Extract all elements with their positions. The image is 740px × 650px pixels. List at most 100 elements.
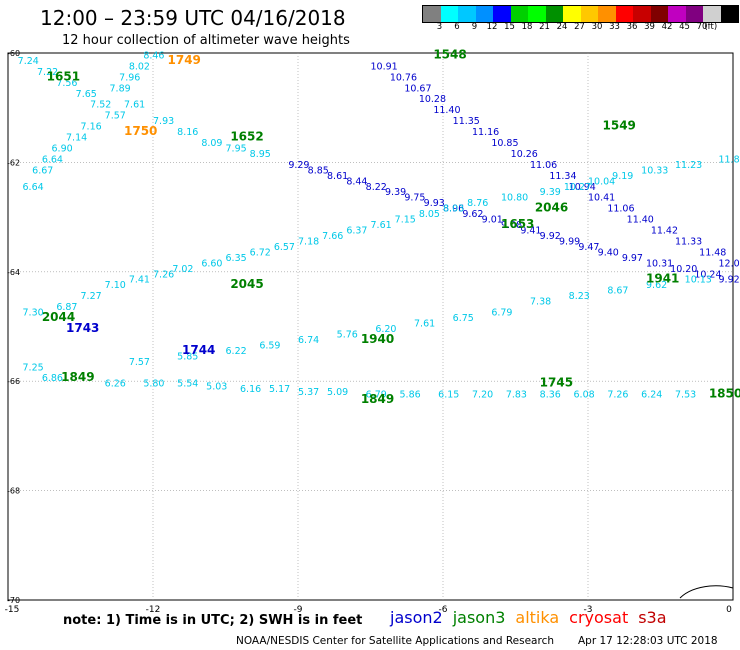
wave-height-value: 10.67 <box>404 83 431 94</box>
wave-height-value: 7.10 <box>105 280 126 291</box>
color-bin-swatch <box>633 6 651 22</box>
wave-height-value: 6.60 <box>201 258 222 269</box>
color-bin-swatch <box>423 6 441 22</box>
wave-height-value: 6.87 <box>56 302 77 313</box>
wave-height-value: 11.06 <box>607 204 634 215</box>
wave-height-value: 8.44 <box>346 176 367 187</box>
color-bin-swatch <box>528 6 546 22</box>
wave-height-value: 7.38 <box>530 297 551 308</box>
wave-height-value: 9.40 <box>598 247 619 258</box>
color-bin-label: 12 <box>486 22 498 32</box>
wave-height-value: 10.91 <box>371 61 398 72</box>
wave-height-value: 6.22 <box>226 346 247 357</box>
color-bin-label: 42 <box>661 22 673 32</box>
wave-height-value: 9.93 <box>424 198 445 209</box>
credit-text: NOAA/NESDIS Center for Satellite Applica… <box>236 635 554 647</box>
y-tick-label: -66 <box>7 377 20 386</box>
wave-height-value: 8.85 <box>308 165 329 176</box>
wave-height-value: 7.24 <box>18 56 39 67</box>
pass-time-label: 1548 <box>433 47 466 61</box>
wave-height-value: 11.82 <box>719 154 740 165</box>
wave-height-value: 5.37 <box>298 387 319 398</box>
pass-time-label: 1743 <box>66 321 99 335</box>
color-bin-swatch <box>493 6 511 22</box>
wave-height-value: 6.74 <box>298 335 319 346</box>
wave-height-value: 10.85 <box>491 138 518 149</box>
wave-height-value: 9.01 <box>482 215 503 226</box>
wave-height-value: 9.99 <box>559 236 580 247</box>
wave-height-value: 8.02 <box>129 61 150 72</box>
wave-height-value: 7.26 <box>607 390 628 401</box>
wave-height-value: 6.26 <box>105 379 126 390</box>
color-bin-label: 18 <box>521 22 533 32</box>
x-tick-label: -3 <box>584 605 593 615</box>
wave-height-value: 6.35 <box>226 253 247 264</box>
wave-height-value: 9.92 <box>719 275 740 286</box>
wave-height-value: 10.33 <box>641 165 668 176</box>
satellite-legend: jason2 jason3 altika cryosat s3a <box>390 608 677 627</box>
pass-time-label: 1749 <box>168 53 201 67</box>
color-bin-swatch <box>545 6 563 22</box>
wave-height-value: 8.46 <box>143 50 164 61</box>
wave-height-value: 9.29 <box>288 160 309 171</box>
wave-height-value: 6.72 <box>250 247 271 258</box>
wave-height-value: 10.94 <box>569 182 596 193</box>
wave-height-value: 7.83 <box>506 390 527 401</box>
color-bin-swatch <box>440 6 458 22</box>
wave-height-value: 11.23 <box>675 160 702 171</box>
color-bin-label: 70 <box>696 22 708 32</box>
wave-height-value: 10.80 <box>501 193 528 204</box>
color-scale-unit: (ft) <box>704 22 718 32</box>
wave-height-value: 9.62 <box>646 280 667 291</box>
wave-height-value: 7.96 <box>119 72 140 83</box>
wave-height-value: 6.59 <box>259 340 280 351</box>
pass-time-label: 1850 <box>709 387 740 401</box>
wave-height-value: 6.64 <box>42 154 63 165</box>
color-bin-swatch <box>563 6 581 22</box>
wave-height-value: 11.16 <box>472 127 499 138</box>
y-tick-label: -60 <box>7 49 20 58</box>
wave-height-value: 7.25 <box>23 362 44 373</box>
wave-height-value: 5.54 <box>177 379 198 390</box>
wave-height-value: 10.13 <box>685 275 712 286</box>
pass-time-label: 1653 <box>501 217 534 231</box>
x-tick-label: -6 <box>439 605 448 615</box>
wave-height-value: 7.93 <box>153 116 174 127</box>
color-scale-bar <box>422 5 739 23</box>
plot-frame <box>7 52 734 601</box>
wave-height-value: 6.64 <box>23 182 44 193</box>
satellite-legend-item: jason3 <box>452 608 506 627</box>
wave-height-value: 10.31 <box>646 258 673 269</box>
wave-height-value: 6.79 <box>491 308 512 319</box>
wave-height-value: 5.80 <box>143 379 164 390</box>
color-bin-label: 24 <box>556 22 568 32</box>
wave-height-value: 11.35 <box>453 116 480 127</box>
wave-height-value: 6.24 <box>641 390 662 401</box>
x-tick-label: -12 <box>146 605 161 615</box>
pass-time-label: 1941 <box>646 272 679 286</box>
wave-height-value: 6.75 <box>453 313 474 324</box>
pass-time-label: 1849 <box>361 392 394 406</box>
wave-height-value: 11.34 <box>549 171 576 182</box>
wave-height-value: 8.61 <box>327 171 348 182</box>
wave-height-value: 8.67 <box>607 286 628 297</box>
color-bin-label: 3 <box>436 22 443 32</box>
wave-height-value: 6.90 <box>52 143 73 154</box>
pass-time-label: 1849 <box>61 370 94 384</box>
color-bin-label: 9 <box>471 22 478 32</box>
color-bin-swatch <box>685 6 703 22</box>
pass-time-label: 1652 <box>230 130 263 144</box>
color-bin-swatch <box>650 6 668 22</box>
wave-height-value: 8.05 <box>419 209 440 220</box>
color-bin-label: 36 <box>626 22 638 32</box>
wave-height-value: 10.28 <box>419 94 446 105</box>
wave-height-value: 5.86 <box>400 390 421 401</box>
wave-height-value: 11.33 <box>675 236 702 247</box>
wave-height-value: 9.92 <box>540 231 561 242</box>
wave-height-value: 11.40 <box>627 215 654 226</box>
wave-height-value: 7.61 <box>371 220 392 231</box>
wave-height-value: 10.26 <box>511 149 538 160</box>
wave-height-value: 10.27 <box>564 182 591 193</box>
wave-height-value: 8.16 <box>177 127 198 138</box>
map-subtitle: 12 hour collection of altimeter wave hei… <box>62 33 350 48</box>
